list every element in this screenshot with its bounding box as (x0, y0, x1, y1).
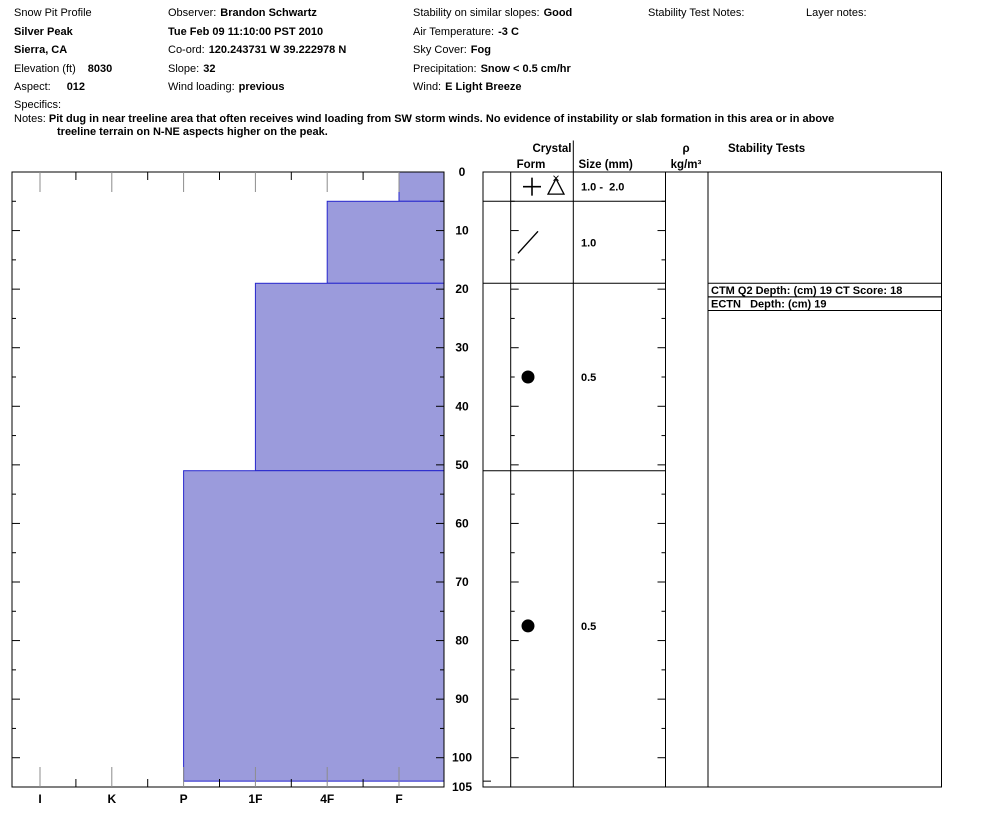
layer-notes-label: Layer notes: (806, 7, 867, 19)
form-header: Form (517, 159, 546, 171)
elevation-row: Elevation (ft) 8030 (14, 63, 112, 76)
observer-value: Brandon Schwartz (220, 7, 317, 19)
grain-size-value: 0.5 (581, 621, 596, 633)
depth-axis-label: 70 (455, 575, 469, 589)
grain-form-graupel-icon (553, 175, 559, 181)
depth-axis-label: 10 (455, 224, 469, 238)
slope-label: Slope: (168, 63, 200, 75)
grain-form-rounded-grains-icon (521, 370, 535, 384)
precip-row: Precipitation: Snow < 0.5 cm/hr (413, 63, 571, 76)
coord-value: 120.243731 W 39.222978 N (208, 44, 347, 56)
aspect-value: 012 (66, 81, 86, 93)
density-unit-header: kg/m³ (671, 159, 702, 171)
air-temp-value: -3 C (498, 26, 519, 38)
observer-row: Observer: Brandon Schwartz (168, 7, 317, 20)
grain-form-rounded-grains-icon (521, 619, 535, 633)
datetime-value: Tue Feb 09 11:10:00 PST 2010 (168, 26, 324, 38)
observer-label: Observer: (168, 7, 217, 19)
hardness-axis-label: 4F (320, 792, 334, 806)
slope-value: 32 (203, 63, 216, 75)
size-header: Size (mm) (579, 159, 633, 171)
grain-form-decomposing-fragments-icon (517, 230, 539, 254)
depth-axis-label: 40 (455, 399, 469, 413)
depth-axis-label: 20 (455, 282, 469, 296)
hardness-axis-label: F (395, 792, 402, 806)
depth-axis-label: 60 (455, 516, 469, 530)
air-temp-row: Air Temperature: -3 C (413, 26, 519, 39)
grain-size-value: 0.5 (581, 372, 596, 384)
density-symbol-header: ρ (682, 143, 689, 155)
aspect-label: Aspect: (14, 81, 51, 93)
hardness-bar-layer-2 (326, 200, 445, 284)
stability-tests-border (707, 171, 942, 788)
density-column-border (665, 171, 709, 788)
wind-row: Wind: E Light Breeze (413, 81, 522, 94)
notes-value: Pit dug in near treeline area that often… (48, 113, 835, 138)
depth-axis-label: 0 (459, 165, 466, 179)
depth-axis-label: 100 (452, 751, 472, 765)
page-title: Snow Pit Profile (14, 7, 92, 19)
wind-loading-label: Wind loading: (168, 81, 235, 93)
stability-test-result: ECTN Depth: (cm) 19 (711, 298, 827, 310)
location-name: Silver Peak (14, 26, 73, 38)
wind-loading-row: Wind loading: previous (168, 81, 285, 94)
hardness-axis-label: I (38, 792, 41, 806)
stability-test-notes-label: Stability Test Notes: (648, 7, 745, 19)
coord-row: Co-ord: 120.243731 W 39.222978 N (168, 44, 346, 57)
coord-label: Co-ord: (168, 44, 205, 56)
wind-loading-value: previous (238, 81, 285, 93)
air-temp-label: Air Temperature: (413, 26, 495, 38)
precip-value: Snow < 0.5 cm/hr (480, 63, 571, 75)
stability-label: Stability on similar slopes: (413, 7, 540, 19)
elevation-value: 8030 (87, 63, 113, 75)
crystal-header: Crystal (533, 143, 572, 155)
sky-cover-label: Sky Cover: (413, 44, 467, 56)
depth-axis-label: 30 (455, 341, 469, 355)
aspect-row: Aspect: 012 (14, 81, 85, 94)
hardness-bar-layer-4 (183, 470, 445, 782)
elevation-label: Elevation (ft) (14, 63, 76, 75)
wind-label: Wind: (413, 81, 442, 93)
plot-border (11, 171, 445, 788)
stability-test-result: CTM Q2 Depth: (cm) 19 CT Score: 18 (711, 285, 902, 297)
hardness-axis-label: P (180, 792, 188, 806)
grain-size-value: 1.0 - 2.0 (581, 182, 624, 194)
precip-label: Precipitation: (413, 63, 477, 75)
grain-form-graupel-icon (546, 177, 566, 195)
stability-value: Good (543, 7, 573, 19)
depth-axis-label: 90 (455, 692, 469, 706)
hardness-bar-layer-1 (398, 171, 445, 202)
grain-size-value: 1.0 (581, 237, 596, 249)
hardness-axis-label: 1F (248, 792, 262, 806)
stability-tests-header: Stability Tests (728, 143, 805, 155)
hardness-axis-label: K (107, 792, 116, 806)
notes-row: Notes: Pit dug in near treeline area tha… (14, 113, 835, 138)
specifics-label: Specifics: (14, 99, 62, 111)
depth-axis-label: 105 (452, 780, 472, 794)
hardness-bar-layer-3 (254, 282, 445, 472)
stability-row: Stability on similar slopes: Good (413, 7, 572, 20)
notes-label: Notes: (14, 113, 46, 125)
wind-value: E Light Breeze (445, 81, 522, 93)
depth-axis-label: 80 (455, 634, 469, 648)
depth-axis-label: 50 (455, 458, 469, 472)
slope-row: Slope: 32 (168, 63, 215, 76)
region-name: Sierra, CA (14, 44, 68, 56)
sky-cover-value: Fog (470, 44, 491, 56)
sky-cover-row: Sky Cover: Fog (413, 44, 491, 57)
